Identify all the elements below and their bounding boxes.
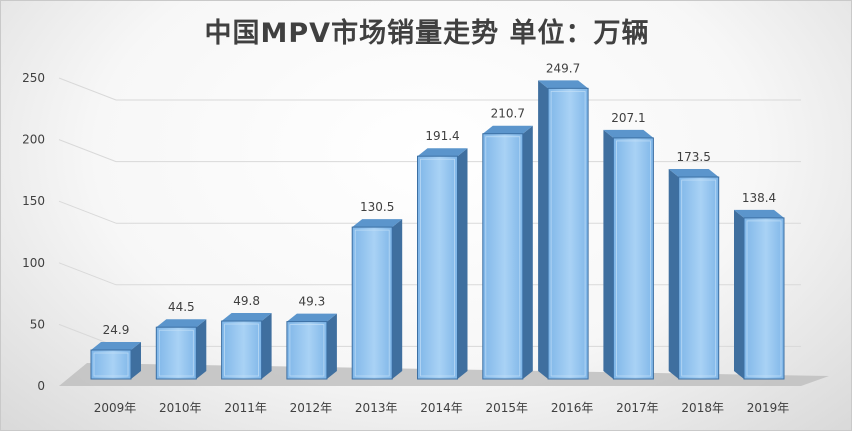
- x-tick-label: 2014年: [420, 401, 463, 415]
- data-label: 49.3: [299, 295, 326, 309]
- x-tick-label: 2010年: [159, 401, 202, 415]
- x-tick-label: 2015年: [486, 401, 529, 415]
- y-tick-label: 200: [22, 133, 45, 147]
- bar: [538, 80, 589, 380]
- x-tick-label: 2013年: [355, 401, 398, 415]
- x-tick-label: 2011年: [224, 401, 267, 415]
- x-tick-label: 2016年: [551, 401, 594, 415]
- gridline-edge: [58, 77, 117, 101]
- bar: [90, 342, 141, 380]
- chart-title: 中国MPV市场销量走势 单位：万辆: [204, 18, 650, 49]
- x-tick-label: 2018年: [681, 401, 724, 415]
- y-tick-label: 50: [30, 317, 45, 331]
- gridline-edge: [58, 200, 117, 224]
- data-label: 173.5: [677, 150, 711, 164]
- x-tick-label: 2009年: [94, 401, 137, 415]
- bar: [286, 313, 337, 380]
- y-tick-label: 0: [37, 379, 45, 393]
- gridline-edge: [58, 262, 117, 286]
- bar: [734, 209, 785, 380]
- data-label: 191.4: [425, 129, 459, 143]
- y-tick-label: 150: [22, 194, 45, 208]
- x-tick-label: 2019年: [747, 401, 790, 415]
- data-label: 49.8: [233, 294, 260, 308]
- y-tick-label: 100: [22, 256, 45, 270]
- bar: [668, 169, 720, 380]
- data-label: 249.7: [546, 61, 580, 75]
- data-label: 130.5: [360, 200, 394, 214]
- data-label: 207.1: [611, 111, 645, 125]
- bar: [351, 219, 403, 380]
- y-tick-label: 250: [22, 71, 45, 85]
- gridline-edge: [58, 139, 117, 163]
- bar: [482, 125, 533, 380]
- data-label: 210.7: [491, 107, 525, 121]
- data-label: 138.4: [742, 191, 776, 205]
- x-tick-label: 2012年: [290, 401, 333, 415]
- bar: [221, 313, 272, 380]
- bar: [417, 148, 468, 380]
- bar: [155, 319, 207, 380]
- x-tick-label: 2017年: [616, 401, 659, 415]
- data-label: 24.9: [103, 323, 130, 337]
- bar: [603, 129, 654, 380]
- data-label: 44.5: [168, 300, 195, 314]
